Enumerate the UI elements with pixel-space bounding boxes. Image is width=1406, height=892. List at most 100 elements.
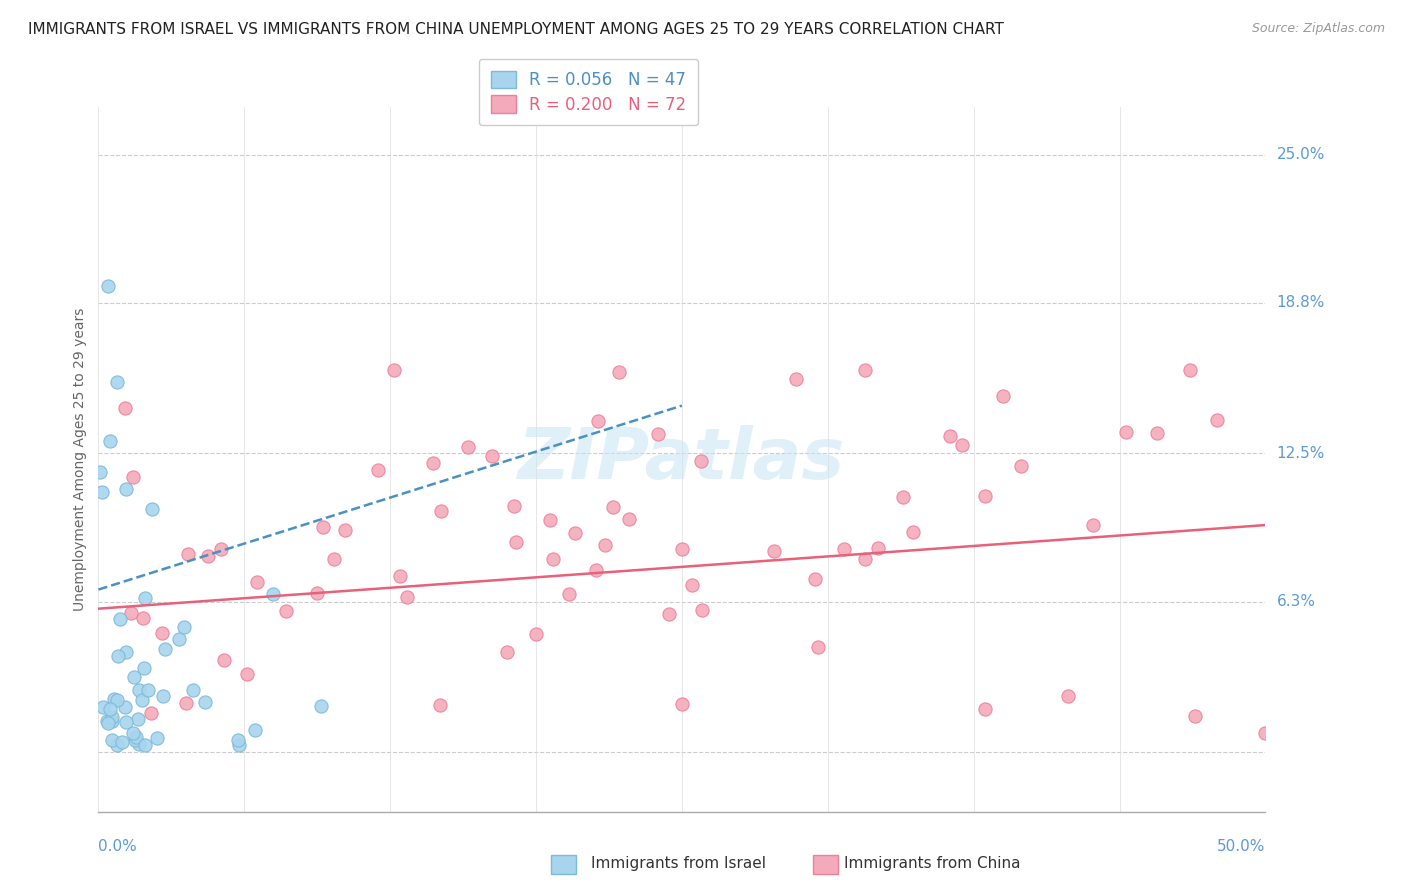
Point: [228, 738, 250, 752]
Text: ZIPatlas: ZIPatlas: [519, 425, 845, 494]
Text: 18.8%: 18.8%: [1277, 295, 1324, 310]
Point: [105, 693, 128, 707]
Point: [91, 700, 114, 714]
Point: [89, 465, 111, 479]
Point: [122, 470, 145, 484]
Point: [103, 691, 125, 706]
Point: [120, 606, 142, 620]
Point: [505, 534, 527, 549]
Point: [689, 454, 711, 468]
Point: [1254, 726, 1277, 740]
Point: [671, 541, 693, 556]
Point: [950, 437, 973, 451]
Point: [1180, 363, 1202, 377]
Point: [974, 490, 997, 504]
Point: [481, 449, 503, 463]
Point: [617, 511, 640, 525]
Point: [558, 587, 581, 601]
Point: [422, 456, 444, 470]
Point: [991, 389, 1014, 403]
Point: [891, 490, 914, 504]
Point: [212, 653, 235, 667]
Point: [183, 682, 205, 697]
Point: [136, 683, 159, 698]
Point: [134, 591, 156, 605]
Point: [763, 544, 786, 558]
Point: [602, 500, 624, 515]
Point: [543, 552, 565, 566]
Point: [564, 526, 586, 541]
Text: Source: ZipAtlas.com: Source: ZipAtlas.com: [1251, 22, 1385, 36]
Point: [194, 695, 217, 709]
Point: [853, 552, 876, 566]
Point: [105, 738, 128, 752]
Point: [382, 363, 405, 377]
Point: [132, 661, 155, 675]
Point: [131, 611, 153, 625]
Point: [395, 590, 418, 604]
Point: [101, 714, 124, 728]
Point: [114, 401, 136, 415]
Point: [110, 612, 132, 626]
Point: [98, 702, 121, 716]
Point: [524, 626, 547, 640]
Point: [609, 365, 631, 379]
Point: [114, 715, 136, 730]
Point: [832, 541, 855, 556]
Point: [807, 640, 830, 655]
Point: [538, 513, 561, 527]
Text: 25.0%: 25.0%: [1277, 147, 1324, 162]
Point: [647, 426, 669, 441]
Text: Immigrants from China: Immigrants from China: [844, 856, 1021, 871]
Point: [115, 482, 138, 496]
Point: [122, 670, 145, 684]
Point: [127, 712, 149, 726]
Point: [974, 702, 997, 716]
Text: 50.0%: 50.0%: [1218, 839, 1265, 855]
Point: [585, 563, 607, 577]
Point: [429, 698, 451, 712]
Point: [495, 645, 517, 659]
Point: [312, 519, 335, 533]
Point: [593, 538, 616, 552]
Point: [671, 697, 693, 711]
Point: [107, 648, 129, 663]
Point: [503, 499, 526, 513]
Point: [98, 434, 121, 449]
Point: [209, 542, 232, 557]
Point: [169, 632, 191, 646]
Point: [101, 710, 124, 724]
Text: Immigrants from Israel: Immigrants from Israel: [591, 856, 765, 871]
Point: [866, 541, 889, 556]
Point: [152, 690, 174, 704]
Point: [173, 620, 195, 634]
Point: [125, 730, 148, 744]
Text: IMMIGRANTS FROM ISRAEL VS IMMIGRANTS FROM CHINA UNEMPLOYMENT AMONG AGES 25 TO 29: IMMIGRANTS FROM ISRAEL VS IMMIGRANTS FRO…: [28, 22, 1004, 37]
Point: [903, 524, 925, 539]
Point: [131, 693, 153, 707]
Point: [236, 667, 259, 681]
Point: [153, 641, 176, 656]
Point: [122, 726, 145, 740]
Text: 12.5%: 12.5%: [1277, 446, 1324, 461]
Point: [111, 735, 134, 749]
Point: [101, 733, 124, 747]
Point: [309, 698, 332, 713]
Point: [586, 414, 609, 428]
Point: [1010, 458, 1032, 473]
Point: [804, 572, 827, 586]
Point: [681, 578, 703, 592]
Point: [457, 440, 479, 454]
Point: [174, 697, 197, 711]
Point: [128, 683, 150, 698]
Point: [307, 586, 329, 600]
Point: [1057, 690, 1080, 704]
Point: [134, 738, 156, 752]
Point: [128, 737, 150, 751]
Point: [243, 723, 266, 737]
Text: 6.3%: 6.3%: [1277, 594, 1316, 609]
Point: [1146, 426, 1168, 441]
Point: [1083, 518, 1105, 533]
Point: [1206, 413, 1229, 427]
Point: [97, 716, 120, 731]
